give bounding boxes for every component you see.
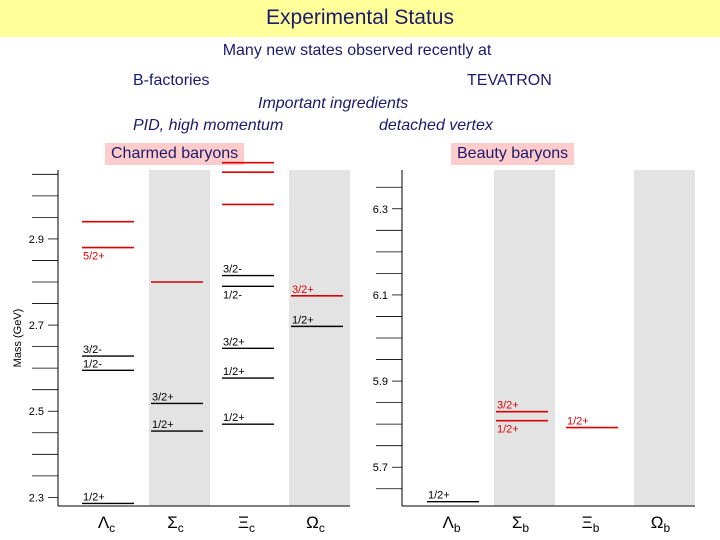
column-label-Ωc: Ωc: [306, 513, 325, 535]
column-shade: [634, 170, 695, 506]
right-source-label: TEVATRON: [467, 72, 552, 89]
y-tick-label: 5.9: [373, 376, 388, 388]
left-source-label: B-factories: [133, 72, 210, 89]
column-label-Ξb: Ξb: [582, 513, 600, 535]
y-tick-label: 2.3: [29, 492, 44, 504]
y-tick-label: 5.7: [373, 462, 388, 474]
level-label: 3/2+: [152, 391, 174, 403]
y-tick-label: 2.7: [29, 320, 44, 332]
page-title: Experimental Status: [266, 6, 454, 29]
level-label: 1/2+: [567, 416, 589, 428]
column-shade: [494, 170, 555, 506]
y-tick-label: 6.1: [373, 290, 388, 302]
level-label: 1/2-: [83, 358, 102, 370]
column-label-Ξc: Ξc: [238, 513, 255, 535]
ingredient-right-label: detached vertex: [379, 117, 493, 134]
level-label: 1/2+: [223, 412, 245, 424]
title-bar: [0, 0, 720, 37]
level-label: 3/2-: [83, 344, 102, 356]
beauty-baryons-label: Beauty baryons: [451, 143, 575, 165]
column-shade: [289, 170, 350, 506]
charmed-baryons-label: Charmed baryons: [105, 143, 245, 165]
level-label: 1/2+: [428, 490, 450, 502]
y-tick-label: 2.9: [29, 234, 44, 246]
level-label: 1/2-: [223, 289, 242, 301]
level-label: 1/2+: [497, 424, 519, 436]
level-label: 3/2+: [497, 400, 519, 412]
y-axis-label: Mass (GeV): [12, 309, 24, 368]
ingredient-left-label: PID, high momentum: [133, 117, 284, 134]
column-label-Λc: Λc: [98, 513, 115, 535]
column-shade: [149, 170, 210, 506]
level-label: 1/2+: [83, 491, 105, 503]
level-label: 5/2+: [83, 251, 105, 263]
level-label: 3/2-: [223, 264, 242, 276]
ingredients-label: Important ingredients: [258, 95, 409, 112]
column-label-Σb: Σb: [512, 513, 530, 535]
subtitle: Many new states observed recently at: [222, 42, 492, 59]
y-tick-label: 2.5: [29, 406, 44, 418]
level-label: 1/2+: [152, 419, 174, 431]
y-tick-label: 6.3: [373, 204, 388, 216]
column-label-Ωb: Ωb: [651, 513, 671, 535]
column-label-Σc: Σc: [167, 513, 184, 535]
level-label: 3/2+: [223, 336, 245, 348]
level-label: 1/2+: [223, 366, 245, 378]
column-label-Λb: Λb: [442, 513, 460, 535]
level-label: 3/2+: [292, 284, 314, 296]
level-label: 1/2+: [292, 314, 314, 326]
